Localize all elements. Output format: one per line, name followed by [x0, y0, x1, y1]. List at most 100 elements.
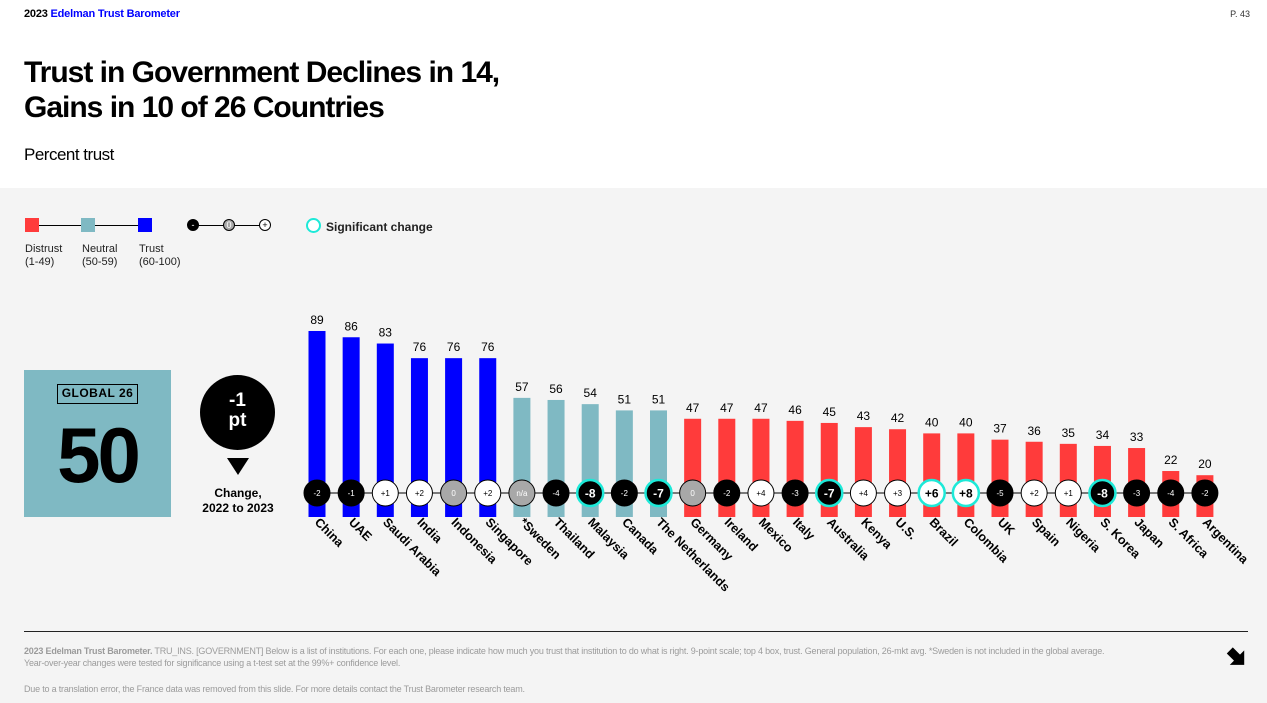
category-label: Mexico — [756, 515, 796, 555]
legend-neutral-swatch — [81, 218, 95, 232]
bar-value-label: 89 — [310, 313, 324, 327]
change-value-label: +2 — [483, 489, 493, 498]
bar-value-label: 36 — [1027, 424, 1041, 438]
title-line-1: Trust in Government Declines in 14, — [24, 56, 500, 89]
category-label: Brazil — [927, 515, 961, 549]
chart-panel: Distrust (1-49) Neutral (50-59) Trust (6… — [0, 188, 1267, 703]
change-value-label: -2 — [621, 489, 629, 498]
change-value-label: -3 — [1133, 489, 1141, 498]
category-label: UK — [995, 515, 1018, 538]
bar-value-label: 54 — [584, 386, 598, 400]
bar-value-label: 37 — [993, 422, 1007, 436]
change-value-label: +2 — [1030, 489, 1040, 498]
change-circle — [542, 479, 570, 507]
title-line-2: Gains in 10 of 26 Countries — [24, 91, 385, 124]
bar-value-label: 46 — [788, 403, 802, 417]
change-circle — [849, 479, 877, 507]
bar-value-label: 45 — [823, 405, 837, 419]
change-circle — [1123, 479, 1151, 507]
footer-methodology: TRU_INS. [GOVERNMENT] Below is a list of… — [24, 646, 1105, 668]
bar-value-label: 33 — [1130, 430, 1144, 444]
footer-note-2: Due to a translation error, the France d… — [24, 684, 525, 694]
change-value-label: -2 — [723, 489, 731, 498]
change-circle — [679, 479, 707, 507]
brand-name: Edelman Trust Barometer — [50, 8, 180, 20]
significant-change-circle — [917, 478, 946, 508]
category-label: Nigeria — [1063, 515, 1104, 556]
significant-change-circle — [951, 478, 981, 508]
change-circle — [747, 479, 775, 507]
legend-trust-swatch — [138, 218, 152, 232]
change-value: -1 — [229, 390, 246, 411]
bar-value-label: 76 — [413, 340, 427, 354]
change-value-label: -8 — [585, 487, 596, 501]
header-brand: 2023 Edelman Trust Barometer — [24, 8, 180, 20]
legend-zero-circle: 0 — [223, 219, 235, 231]
change-value-label: -8 — [1097, 487, 1108, 501]
legend-line-2 — [95, 225, 138, 226]
change-value-label: -7 — [653, 487, 664, 501]
change-circle — [1191, 479, 1219, 507]
category-label: U.S. — [892, 515, 919, 542]
change-circle — [1157, 479, 1185, 507]
change-circle — [474, 479, 502, 507]
bar-value-label: 34 — [1096, 428, 1110, 442]
category-label: Argentina — [1200, 515, 1252, 567]
change-value-label: -3 — [792, 489, 800, 498]
legend: Distrust (1-49) Neutral (50-59) Trust (6… — [0, 188, 460, 278]
significant-change-circle — [815, 478, 844, 508]
change-value-label: 0 — [451, 489, 456, 498]
legend-distrust-label: Distrust (1-49) — [25, 243, 63, 268]
footer-rule — [24, 631, 1248, 632]
next-arrow-icon[interactable] — [1224, 645, 1250, 671]
significant-change-circle — [575, 478, 605, 508]
page-number: P. 43 — [1230, 9, 1250, 19]
global-tag: GLOBAL 26 — [57, 384, 138, 404]
bar-value-label: 76 — [447, 340, 461, 354]
change-value-label: +1 — [381, 489, 391, 498]
change-circle — [371, 479, 399, 507]
change-value-label: -5 — [996, 489, 1004, 498]
bar-value-label: 43 — [857, 409, 871, 423]
change-unit: pt — [228, 410, 247, 431]
change-value-label: 0 — [690, 489, 695, 498]
change-circle — [303, 479, 331, 507]
change-circle — [781, 479, 809, 507]
page-subtitle: Percent trust — [24, 145, 114, 164]
bar-value-label: 40 — [959, 415, 973, 429]
change-value-label: +1 — [1064, 489, 1074, 498]
category-label: China — [312, 515, 347, 550]
category-label: Italy — [790, 515, 818, 543]
bar-value-label: 40 — [925, 415, 939, 429]
change-circle — [405, 479, 433, 507]
bar — [479, 358, 497, 517]
change-value-label: +8 — [959, 487, 973, 501]
bar-value-label: 47 — [754, 401, 768, 415]
bar — [410, 358, 428, 517]
footer-note: 2023 Edelman Trust Barometer. TRU_INS. [… — [24, 645, 1124, 669]
change-value-label: -2 — [313, 489, 321, 498]
bar-value-label: 56 — [549, 382, 563, 396]
footer-source: 2023 Edelman Trust Barometer. — [24, 646, 153, 656]
change-pointer — [227, 458, 249, 475]
change-caption: Change, 2022 to 2023 — [202, 486, 274, 515]
change-value-label: -2 — [1201, 489, 1209, 498]
bar-value-label: 42 — [891, 411, 905, 425]
legend-minus-circle: - — [187, 219, 199, 231]
bar-value-label: 57 — [515, 380, 529, 394]
bar — [342, 337, 360, 517]
change-value-label: -7 — [824, 487, 835, 501]
change-circle — [337, 479, 365, 507]
category-label: India — [414, 515, 445, 546]
bar-value-label: 47 — [720, 401, 734, 415]
bar-value-label: 47 — [686, 401, 700, 415]
bar-value-label: 83 — [379, 326, 393, 340]
bar — [308, 330, 326, 517]
significant-change-label: Significant change — [326, 220, 433, 234]
global-box: GLOBAL 26 50 — [24, 370, 171, 517]
page-title: Trust in Government Declines in 14, Gain… — [24, 55, 500, 125]
bar-value-label: 20 — [1198, 457, 1212, 471]
legend-trust-label: Trust (60-100) — [139, 243, 181, 268]
change-circle — [986, 479, 1014, 507]
